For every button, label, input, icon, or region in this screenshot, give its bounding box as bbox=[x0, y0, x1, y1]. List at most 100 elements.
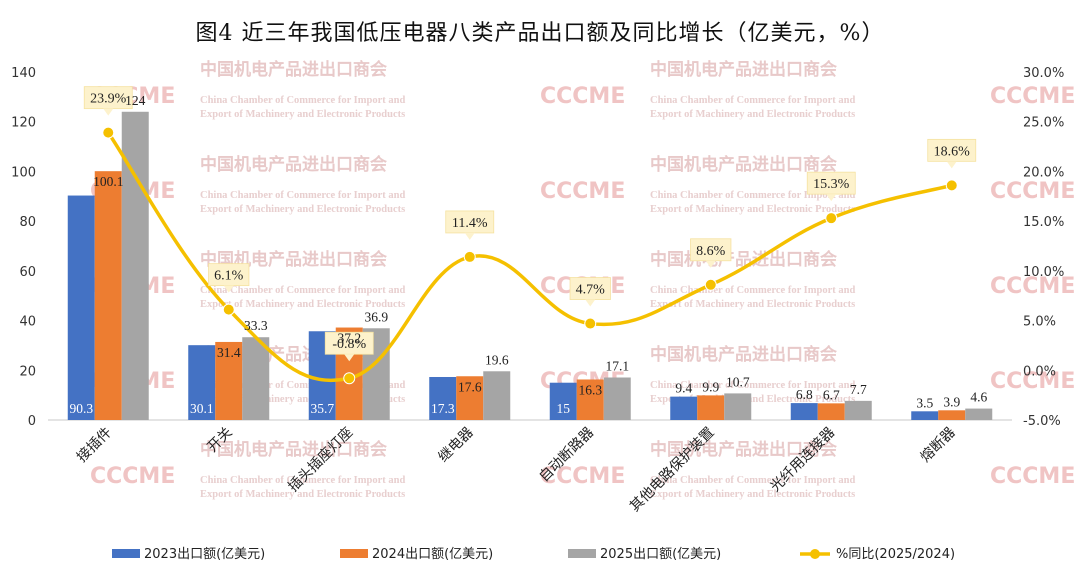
y-left-tick-label: 140 bbox=[11, 66, 36, 81]
legend-swatch bbox=[568, 549, 596, 558]
y-left-tick-label: 80 bbox=[19, 215, 36, 230]
watermark-text: Export of Machinery and Electronic Produ… bbox=[200, 489, 405, 500]
watermark-text: China Chamber of Commerce for Import and bbox=[200, 285, 405, 296]
y-right-tick-label: 20.0% bbox=[1023, 165, 1064, 180]
bar bbox=[94, 171, 122, 420]
bar bbox=[242, 337, 270, 420]
watermark-text: China Chamber of Commerce for Import and bbox=[650, 285, 855, 296]
legend-swatch bbox=[340, 549, 368, 558]
line-data-label: 4.7% bbox=[576, 283, 606, 298]
watermark-text: Export of Machinery and Electronic Produ… bbox=[650, 394, 855, 405]
bar-data-label: 10.7 bbox=[726, 374, 750, 389]
bar bbox=[429, 376, 457, 420]
bar-data-label: 16.3 bbox=[578, 382, 602, 397]
line-label-pointer bbox=[103, 108, 114, 116]
bar bbox=[790, 403, 818, 420]
line-data-label: 15.3% bbox=[813, 177, 850, 192]
watermark-text: 中国机电产品进出口商会 bbox=[650, 59, 837, 80]
watermark-logo: CCCME bbox=[990, 274, 1075, 299]
bar-data-label: 100.1 bbox=[93, 174, 123, 189]
bar-data-label: 15 bbox=[557, 401, 571, 416]
y-left-tick-label: 40 bbox=[19, 315, 36, 330]
bar bbox=[549, 382, 577, 420]
bar-data-label: 9.4 bbox=[675, 381, 692, 396]
y-left-tick-label: 60 bbox=[19, 265, 36, 280]
line-data-label: 23.9% bbox=[90, 92, 127, 107]
legend: 2023出口额(亿美元) 2024出口额(亿美元) 2025出口额(亿美元) %同比(… bbox=[112, 547, 955, 562]
bar-data-label: 31.4 bbox=[217, 345, 241, 360]
bar bbox=[844, 400, 872, 420]
watermark-text: Export of Machinery and Electronic Produ… bbox=[200, 299, 405, 310]
watermark-text: 中国机电产品进出口商会 bbox=[650, 439, 837, 460]
legend-label: 2023出口额(亿美元) bbox=[144, 547, 265, 562]
bar-data-label: 9.9 bbox=[702, 379, 719, 394]
bar-data-label: 37.2 bbox=[337, 331, 361, 346]
watermark-text: 中国机电产品进出口商会 bbox=[650, 154, 837, 175]
watermark-text: 中国机电产品进出口商会 bbox=[200, 154, 387, 175]
bar-data-label: 90.3 bbox=[69, 401, 93, 416]
bar bbox=[724, 393, 752, 420]
watermark-text: China Chamber of Commerce for Import and bbox=[200, 190, 405, 201]
line-label-pointer bbox=[464, 232, 475, 240]
watermark-logo: CCCME bbox=[990, 464, 1075, 489]
line-point bbox=[825, 212, 838, 225]
bar-data-label: 3.5 bbox=[916, 395, 933, 410]
watermark-logo: CCCME bbox=[540, 84, 625, 109]
bar-data-label: 4.6 bbox=[970, 390, 987, 405]
labels-layer: 90.3 30.1 35.7 17.3 15 9.4 6.8 3.5 100.1 31.4 37.2… bbox=[69, 93, 987, 416]
line-point bbox=[102, 126, 115, 139]
bar bbox=[697, 395, 725, 420]
watermark-text: China Chamber of Commerce for Import and bbox=[650, 380, 855, 391]
watermark-logo: CCCME bbox=[990, 84, 1075, 109]
bar bbox=[456, 376, 484, 420]
watermark-text: Export of Machinery and Electronic Produ… bbox=[650, 204, 855, 215]
y-left-tick-label: 20 bbox=[19, 364, 36, 379]
bar bbox=[938, 410, 966, 420]
watermark-text: Export of Machinery and Electronic Produ… bbox=[200, 109, 405, 120]
watermark-text: China Chamber of Commerce for Import and bbox=[650, 190, 855, 201]
bar-data-label: 17.3 bbox=[431, 401, 455, 416]
watermark-text: China Chamber of Commerce for Import and bbox=[650, 475, 855, 486]
legend-label: 2024出口额(亿美元) bbox=[372, 547, 493, 562]
line-label-pointer bbox=[585, 299, 596, 307]
bar bbox=[188, 345, 216, 420]
bar bbox=[911, 411, 939, 420]
legend-label: 2025出口额(亿美元) bbox=[600, 547, 721, 562]
line-point bbox=[584, 317, 597, 330]
watermark-text: China Chamber of Commerce for Import and bbox=[200, 380, 405, 391]
bar-data-label: 17.1 bbox=[605, 358, 629, 373]
chart-title: 图4 近三年我国低压电器八类产品出口额及同比增长（亿美元，%） bbox=[196, 21, 885, 46]
legend-swatch bbox=[112, 549, 140, 558]
bar-data-label: 6.8 bbox=[796, 387, 813, 402]
y-right-tick-label: 10.0% bbox=[1023, 265, 1064, 280]
bar-data-label: 30.1 bbox=[190, 401, 214, 416]
line-label-pointer bbox=[946, 161, 957, 169]
bar bbox=[670, 396, 698, 420]
line-label-pointer bbox=[223, 285, 234, 293]
bar-data-label: 124 bbox=[125, 93, 146, 108]
bar bbox=[215, 341, 243, 420]
y-right-tick-label: 15.0% bbox=[1023, 215, 1064, 230]
bar-data-label: 33.3 bbox=[244, 318, 268, 333]
watermark-text: China Chamber of Commerce for Import and bbox=[200, 475, 405, 486]
bar-data-label: 36.9 bbox=[364, 309, 388, 324]
bar-data-label: 3.9 bbox=[943, 394, 960, 409]
bar-data-label: 6.7 bbox=[823, 387, 840, 402]
bar-data-label: 19.6 bbox=[485, 352, 509, 367]
bar bbox=[67, 195, 95, 420]
line-point bbox=[343, 372, 356, 385]
watermark-text: Export of Machinery and Electronic Produ… bbox=[650, 109, 855, 120]
y-right-tick-label: -5.0% bbox=[1023, 414, 1061, 429]
y-right-tick-label: 25.0% bbox=[1023, 116, 1064, 131]
watermark-text: Export of Machinery and Electronic Produ… bbox=[650, 299, 855, 310]
bar bbox=[483, 371, 511, 420]
line-data-label: 8.6% bbox=[696, 244, 726, 259]
line-label-pointer bbox=[705, 260, 716, 268]
line-point bbox=[222, 303, 235, 316]
watermark-text: 中国机电产品进出口商会 bbox=[650, 344, 837, 365]
y-left-tick-label: 120 bbox=[11, 116, 36, 131]
y-left-tick-label: 100 bbox=[11, 165, 36, 180]
y-left-tick-label: 0 bbox=[28, 414, 36, 429]
